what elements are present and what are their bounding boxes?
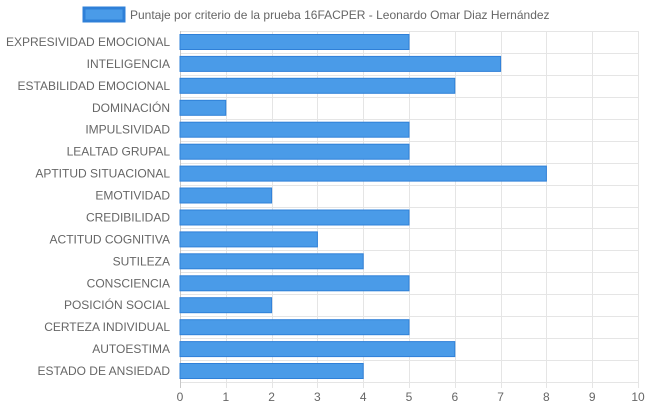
x-tick-label: 5 bbox=[406, 390, 413, 404]
x-tick-label: 6 bbox=[451, 390, 458, 404]
bar[interactable] bbox=[179, 297, 273, 314]
bar[interactable] bbox=[179, 341, 456, 358]
category-label: CONSCIENCIA bbox=[87, 276, 170, 290]
bar[interactable] bbox=[179, 187, 273, 204]
bar[interactable] bbox=[179, 319, 410, 336]
category-label: ACTITUD COGNITIVA bbox=[50, 232, 170, 246]
x-tick-label: 1 bbox=[222, 390, 229, 404]
chart-legend[interactable]: Puntaje por criterio de la prueba 16FACP… bbox=[82, 6, 550, 23]
bar[interactable] bbox=[179, 143, 410, 160]
x-tick-label: 8 bbox=[543, 390, 550, 404]
category-label: ESTABILIDAD EMOCIONAL bbox=[18, 79, 171, 93]
category-label: POSICIÓN SOCIAL bbox=[64, 297, 170, 312]
x-tick-label: 0 bbox=[177, 390, 184, 404]
category-label: SUTILEZA bbox=[113, 254, 170, 268]
bar[interactable] bbox=[179, 209, 410, 226]
bars bbox=[179, 34, 547, 379]
category-label: ESTADO DE ANSIEDAD bbox=[38, 364, 171, 378]
bar[interactable] bbox=[179, 121, 410, 138]
x-tick-label: 3 bbox=[314, 390, 321, 404]
bar[interactable] bbox=[179, 34, 410, 50]
bar[interactable] bbox=[179, 253, 364, 270]
category-label: APTITUD SITUACIONAL bbox=[35, 167, 170, 181]
x-tick-label: 10 bbox=[631, 390, 645, 404]
bar[interactable] bbox=[179, 231, 318, 248]
legend-swatch bbox=[82, 6, 126, 23]
bar[interactable] bbox=[179, 77, 456, 94]
bar[interactable] bbox=[179, 55, 502, 72]
category-label: EMOTIVIDAD bbox=[95, 189, 170, 203]
x-axis-ticks: 0 1 2 3 4 5 6 7 8 9 10 bbox=[177, 390, 645, 404]
category-label: LEALTAD GRUPAL bbox=[67, 145, 171, 159]
category-label: DOMINACIÓN bbox=[92, 100, 170, 115]
category-label: EXPRESIVIDAD EMOCIONAL bbox=[6, 35, 170, 49]
bar[interactable] bbox=[179, 275, 410, 292]
category-label: CERTEZA INDIVIDUAL bbox=[44, 320, 170, 334]
bar[interactable] bbox=[179, 99, 227, 116]
category-label: CREDIBILIDAD bbox=[86, 211, 170, 225]
category-label: AUTOESTIMA bbox=[92, 342, 170, 356]
legend-label: Puntaje por criterio de la prueba 16FACP… bbox=[130, 8, 550, 22]
bar[interactable] bbox=[179, 165, 547, 182]
category-label: IMPULSIVIDAD bbox=[85, 123, 170, 137]
x-tick-label: 7 bbox=[497, 390, 504, 404]
x-tick-label: 9 bbox=[589, 390, 596, 404]
x-tick-label: 2 bbox=[268, 390, 275, 404]
category-label: INTELIGENCIA bbox=[87, 57, 170, 71]
bar[interactable] bbox=[179, 363, 364, 379]
x-tick-label: 4 bbox=[360, 390, 367, 404]
category-labels: EXPRESIVIDAD EMOCIONAL INTELIGENCIA ESTABI… bbox=[6, 35, 170, 378]
